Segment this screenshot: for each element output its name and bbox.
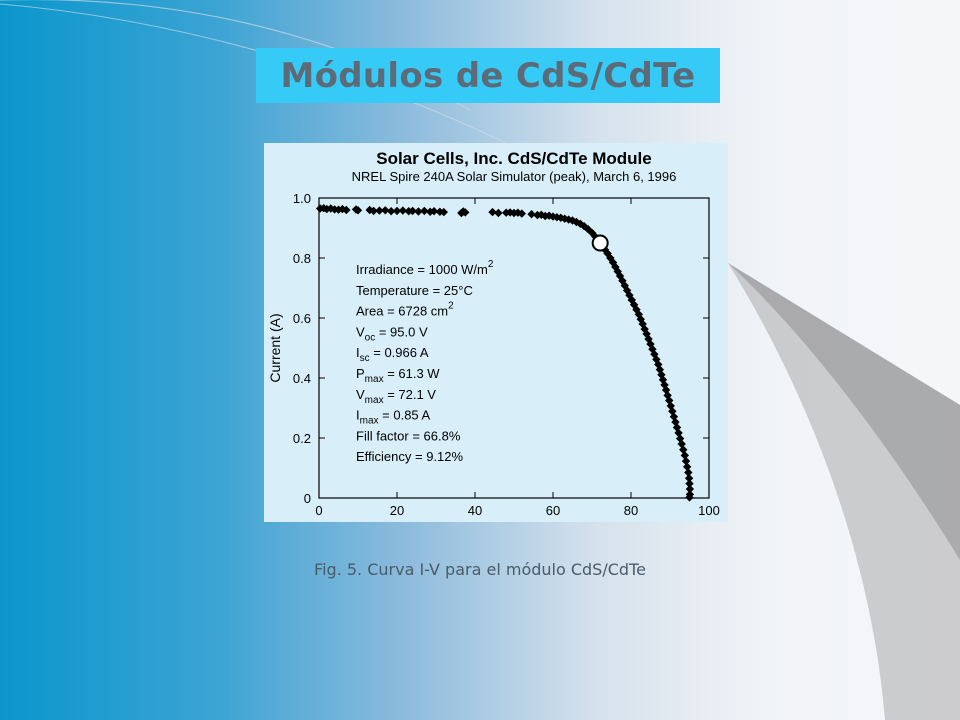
y-tick-label: 0.4: [293, 371, 311, 386]
y-tick-label: 0.6: [293, 311, 311, 326]
data-point: [611, 262, 620, 272]
data-point: [583, 225, 593, 234]
annotation-line: Irradiance = 1000 W/m2: [356, 259, 494, 277]
data-point: [353, 206, 363, 215]
iv-curve-chart: Solar Cells, Inc. CdS/CdTe Module NREL S…: [264, 143, 728, 522]
data-point: [603, 249, 612, 258]
data-point: [375, 206, 384, 215]
title-banner: Módulos de CdS/CdTe: [256, 48, 720, 103]
data-point: [386, 207, 396, 216]
max-power-point-marker: [591, 234, 609, 252]
annotation-line: Isc = 0.966 A: [356, 345, 429, 364]
x-tick-label: 80: [624, 503, 638, 518]
y-tick-label: 0: [304, 491, 311, 506]
x-tick-label: 40: [468, 503, 482, 518]
data-point: [461, 208, 470, 217]
annotation-line: Voc = 95.0 V: [356, 324, 428, 343]
data-point: [564, 215, 573, 224]
annotation-line: Pmax = 61.3 W: [356, 366, 440, 385]
y-tick-label: 1.0: [293, 191, 311, 206]
data-point: [488, 207, 497, 217]
chart-title: Solar Cells, Inc. CdS/CdTe Module: [376, 149, 652, 168]
chart-subtitle: NREL Spire 240A Solar Simulator (peak), …: [352, 169, 677, 184]
annotation-line: Vmax = 72.1 V: [356, 387, 436, 406]
annotation-line: Area = 6728 cm2: [356, 301, 454, 319]
data-point: [655, 365, 665, 374]
data-point: [369, 206, 378, 216]
annotation-line: Temperature = 25°C: [356, 283, 473, 298]
data-point: [661, 385, 671, 395]
data-point: [685, 493, 694, 502]
x-tick-label: 0: [315, 503, 322, 518]
y-tick-label: 0.8: [293, 251, 311, 266]
x-tick-label: 60: [546, 503, 560, 518]
data-point: [544, 211, 554, 220]
data-point: [622, 286, 632, 295]
data-point: [408, 206, 417, 216]
data-point: [613, 267, 622, 276]
data-point: [398, 206, 408, 215]
annotation-line: Imax = 0.85 A: [356, 408, 431, 427]
data-point: [429, 207, 439, 216]
annotation-block: Irradiance = 1000 W/m2 Temperature = 25°C…: [356, 259, 494, 464]
data-point: [685, 479, 694, 488]
annotation-line: Fill factor = 66.8%: [356, 428, 461, 443]
chart-canvas: Solar Cells, Inc. CdS/CdTe Module NREL S…: [264, 143, 728, 522]
data-point: [684, 474, 694, 483]
data-point: [439, 207, 448, 217]
data-point: [338, 204, 347, 214]
data-point: [342, 205, 351, 215]
chart-background: [264, 143, 728, 522]
data-point: [381, 206, 390, 215]
data-point: [652, 355, 661, 364]
data-point: [322, 204, 331, 214]
y-axis-label: Current (A): [267, 313, 283, 382]
data-point: [642, 329, 651, 339]
y-tick-label: 0.2: [293, 431, 311, 446]
data-point: [654, 360, 663, 369]
data-point: [629, 300, 639, 309]
data-point: [414, 207, 423, 216]
data-point: [644, 334, 653, 344]
slide-title: Módulos de CdS/CdTe: [280, 55, 696, 96]
data-point: [392, 206, 402, 216]
figure-caption: Fig. 5. Curva I-V para el módulo CdS/CdT…: [314, 560, 646, 579]
data-point: [334, 205, 343, 214]
x-tick-label: 100: [698, 503, 720, 518]
data-point: [638, 319, 647, 329]
data-point: [681, 456, 691, 466]
axis-ticks: 0 20 40 60 80 100 0 0.2 0.4 0.6 0.8 1.0: [293, 191, 720, 518]
plot-frame: [318, 197, 710, 499]
data-point: [685, 484, 695, 494]
annotation-line: Efficiency = 9.12%: [356, 449, 464, 464]
data-point: [608, 258, 618, 267]
x-tick-label: 20: [390, 503, 404, 518]
data-point: [420, 206, 429, 216]
data-point: [658, 375, 668, 384]
